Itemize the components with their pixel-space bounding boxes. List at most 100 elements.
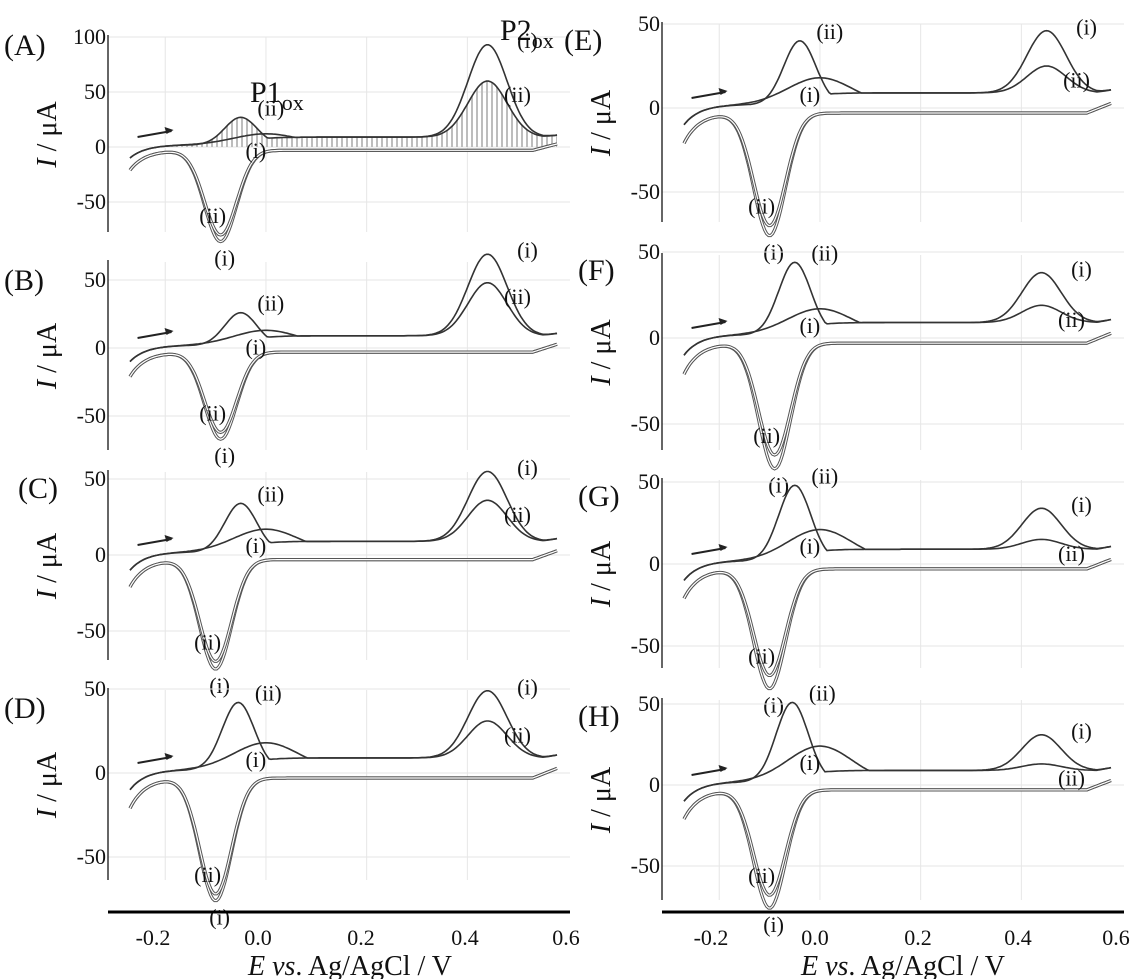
y-tick-label: 0 (649, 325, 660, 350)
panel-f: 50 0 -50 I / μA (F) (ii) (i) (i) (ii) (ii) (i) (578, 239, 1124, 498)
y-tick-label: -50 (77, 403, 106, 428)
y-axis-title: I / μA (586, 319, 617, 387)
y-axis-title-symbol: I (586, 145, 617, 157)
hatched-area (166, 81, 558, 147)
y-tick-label: 0 (649, 551, 660, 576)
y-tick-label: 0 (95, 134, 106, 159)
curve-label-p1-ii: (ii) (816, 19, 843, 44)
y-axis-title: I / μA (32, 322, 63, 390)
curve-label-p1-ii: (ii) (811, 463, 838, 488)
x-axis-title-rest: . Ag/AgCl / V (295, 951, 452, 979)
curve-label-p2-i: (i) (517, 455, 538, 480)
y-tick-label: -50 (631, 411, 660, 436)
panel-label: (E) (564, 24, 602, 57)
curve-label-p2-i: (i) (1071, 256, 1092, 281)
y-tick-label: 50 (638, 11, 660, 36)
curve-label-p1-i: (i) (245, 138, 266, 163)
panel-c: 50 0 -50 I / μA (C) (ii) (i) (i) (ii) (ii) (i) (18, 455, 570, 698)
forward-sweep-ii (129, 701, 558, 791)
reverse-sweep-ii-core (129, 143, 558, 236)
scan-direction-arrowhead (164, 753, 174, 760)
reverse-sweep-ii-outline (128, 142, 558, 237)
y-tick-label: 0 (649, 772, 660, 797)
reverse-sweep-i-outline (128, 342, 558, 441)
forward-sweep-ii (129, 282, 558, 363)
reverse-sweep-ii-core (683, 558, 1112, 676)
y-axis-title: I / μA (586, 540, 617, 608)
x-tick-label: 0.4 (1004, 925, 1032, 950)
curve-label-cathodic-ii: (ii) (753, 423, 780, 448)
scan-direction-arrowhead (718, 88, 728, 95)
y-axis-title-symbol: I (32, 378, 63, 390)
curve-label-p2-i: (i) (1076, 14, 1097, 39)
reverse-sweep-i-outline (128, 142, 558, 244)
curve-label-p2-i: (i) (1071, 718, 1092, 743)
x-tick-label: 0.0 (801, 925, 829, 950)
x-axis-left: -0.2 0.0 0.2 0.4 0.6 E vs. Ag/AgCl / V (108, 910, 580, 979)
scan-direction-arrow (691, 768, 726, 776)
curve-label-p1-ii: (ii) (257, 481, 284, 506)
y-axis-title-symbol: I (32, 157, 63, 169)
curve-label-cathodic-i: (i) (768, 473, 789, 498)
y-axis-title-unit: / μA (586, 540, 617, 598)
y-axis-title-symbol: I (586, 375, 617, 387)
y-axis-title: I / μA (32, 101, 63, 169)
forward-sweep-ii (129, 80, 558, 159)
y-tick-label: -50 (77, 844, 106, 869)
y-axis-title-unit: / μA (32, 322, 63, 380)
forward-sweep-ii (683, 484, 1112, 581)
y-tick-label: 50 (84, 79, 106, 104)
x-tick-label: 0.4 (451, 925, 479, 950)
panel-d: 50 0 -50 I / μA (D) (ii) (i) (i) (ii) (ii) (i) (4, 674, 570, 930)
curve-label-cathodic-ii: (ii) (199, 203, 226, 228)
curve-label-p2-ii: (ii) (1063, 68, 1090, 93)
scan-direction-arrow (137, 331, 172, 339)
x-tick-label: 0.6 (552, 925, 580, 950)
reverse-sweep-ii-core (129, 767, 558, 895)
curve-label-p1-i: (i) (799, 313, 820, 338)
peak-label-p2-main: P2 (500, 14, 532, 47)
scan-direction-arrow (691, 321, 726, 329)
reverse-sweep-ii-core (129, 550, 558, 662)
x-axis-title-rest: . Ag/AgCl / V (848, 951, 1005, 979)
panel-label: (F) (578, 254, 615, 287)
curve-label-p2-i: (i) (1071, 492, 1092, 517)
forward-sweep-ii (683, 701, 1112, 802)
y-axis-title: I / μA (32, 532, 63, 600)
x-axis-right: -0.2 0.0 0.2 0.4 0.6 E vs. Ag/AgCl / V (662, 910, 1130, 979)
scan-direction-arrowhead (718, 765, 728, 772)
y-tick-label: -50 (631, 633, 660, 658)
x-tick-label: 0.2 (347, 925, 375, 950)
x-axis-title-left: E vs. Ag/AgCl / V (247, 951, 452, 979)
curve-label-cathodic-i: (i) (763, 912, 784, 937)
x-tick-label: -0.2 (136, 925, 171, 950)
reverse-sweep-ii-core (683, 102, 1112, 227)
y-tick-label: 0 (95, 542, 106, 567)
x-axis-title-symbol: E (247, 951, 265, 979)
y-axis-title: I / μA (32, 751, 63, 819)
panel-b: 50 0 -50 I / μA (B) (ii) (i) (i) (ii) (ii) (i) (4, 238, 570, 468)
peak-label-p1-main: P1 (250, 76, 282, 109)
y-axis-title: I / μA (586, 766, 617, 834)
curve-label-p1-i: (i) (799, 82, 820, 107)
curve-label-cathodic-ii: (ii) (194, 629, 221, 654)
scan-direction-arrowhead (718, 318, 728, 325)
reverse-sweep-i-outline (682, 331, 1112, 471)
forward-sweep-i (683, 29, 1112, 126)
curve-label-p1-ii: (ii) (257, 291, 284, 316)
forward-sweep-ii (129, 499, 558, 571)
curve-label-p1-ii: (ii) (809, 680, 836, 705)
y-tick-label: -50 (77, 189, 106, 214)
curve-label-cathodic-ii: (ii) (748, 194, 775, 219)
reverse-sweep-i-core (129, 143, 558, 243)
x-tick-label: 0.0 (244, 925, 272, 950)
scan-direction-arrow (691, 91, 726, 99)
x-tick-label: 0.6 (1102, 925, 1130, 950)
curve-label-cathodic-i: (i) (763, 693, 784, 718)
y-axis-title-symbol: I (586, 596, 617, 608)
curve-label-p1-i: (i) (799, 534, 820, 559)
curve-label-cathodic-ii: (ii) (194, 862, 221, 887)
curve-label-cathodic-i: (i) (209, 673, 230, 698)
